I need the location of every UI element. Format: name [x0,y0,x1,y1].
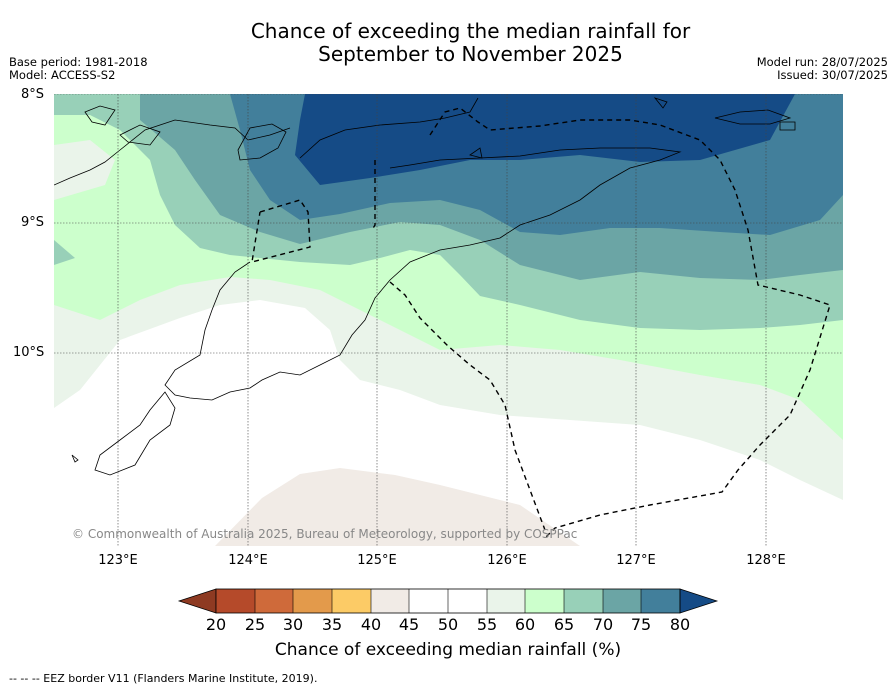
colorbar-tick-50: 50 [437,615,459,634]
copyright-notice: © Commonwealth of Australia 2025, Bureau… [72,527,578,541]
map-title: Chance of exceeding the median rainfall … [0,20,896,66]
model-run: Model run: 28/07/2025 [756,55,888,69]
colorbar-tick-40: 40 [360,615,382,634]
lat-label-10s: 10°S [13,345,45,360]
colorbar-tick-30: 30 [282,615,304,634]
issued-date: Issued: 30/07/2025 [777,68,888,82]
lon-label-128e: 128°E [746,553,786,568]
colorbar-seg-30 [293,589,332,613]
colorbar-under-arrow [177,588,217,614]
coastlines [54,97,796,476]
base-period: Base period: 1981-2018 [9,55,148,69]
colorbar-seg-50 [448,589,487,613]
colorbar-title: Chance of exceeding median rainfall (%) [274,640,622,660]
colorbar-tick-60: 60 [514,615,536,634]
colorbar-tick-35: 35 [321,615,343,634]
colorbar-tick-65: 65 [553,615,575,634]
colorbar-seg-45 [409,589,448,613]
colorbar-seg-65 [564,589,603,613]
colorbar-seg-20 [216,589,255,613]
band-45 [215,468,580,546]
colorbar-seg-75 [641,589,680,613]
colorbar-seg-60 [525,589,564,613]
colorbar [177,588,719,614]
colorbar-seg-55 [487,589,525,613]
colorbar-seg-25 [255,589,293,613]
title-line-1: Chance of exceeding the median rainfall … [250,19,691,43]
colorbar-tick-45: 45 [398,615,420,634]
lat-label-8s: 8°S [21,87,45,102]
model-name: Model: ACCESS-S2 [9,68,116,82]
lon-label-126e: 126°E [487,553,527,568]
meta-left: Base period: 1981-2018 Model: ACCESS-S2 [9,56,148,82]
lon-label-124e: 124°E [228,553,268,568]
colorbar-seg-35 [332,589,371,613]
eez-border [251,107,831,539]
lon-label-123e: 123°E [98,553,138,568]
title-line-2: September to November 2025 [318,42,623,66]
lon-label-125e: 125°E [357,553,397,568]
colorbar-tick-55: 55 [476,615,498,634]
graticule [54,94,843,546]
meta-right: Model run: 28/07/2025 Issued: 30/07/2025 [757,56,888,82]
lat-label-9s: 9°S [21,215,45,230]
colorbar-tick-20: 20 [205,615,227,634]
lon-label-127e: 127°E [616,553,656,568]
band-small-left [54,140,115,200]
colorbar-tick-70: 70 [592,615,614,634]
colorbar-seg-40 [371,589,409,613]
rainfall-probability-map [54,94,843,546]
band-small-left-teal [54,240,75,265]
colorbar-tick-25: 25 [244,615,266,634]
band-85 [295,94,795,185]
colorbar-over-arrow [679,588,719,614]
colorbar-tick-80: 80 [669,615,691,634]
colorbar-tick-75: 75 [630,615,652,634]
colorbar-seg-70 [603,589,641,613]
eez-legend-note: -- -- -- EEZ border V11 (Flanders Marine… [9,672,318,685]
